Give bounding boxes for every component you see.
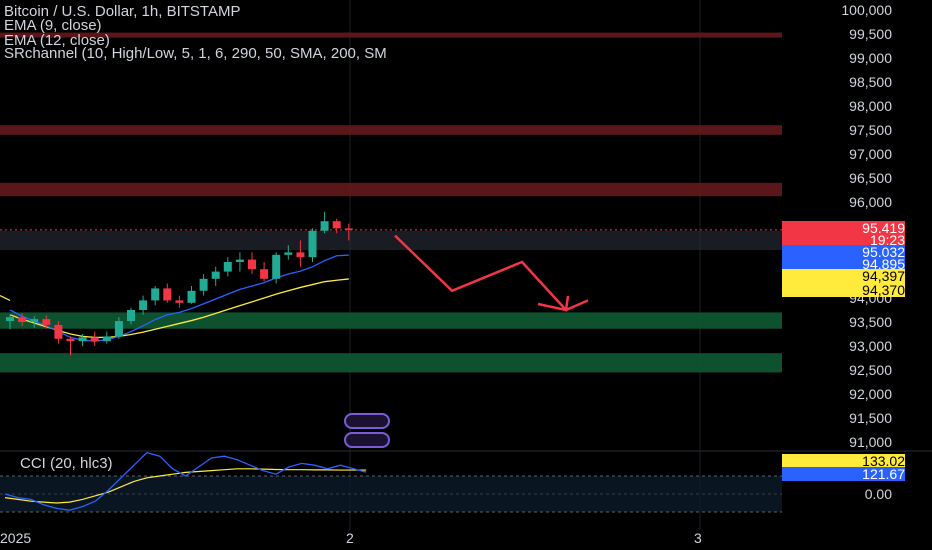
candle-body <box>296 252 305 258</box>
price-tick-label: 91,000 <box>849 434 892 450</box>
price-tick-label: 92,000 <box>849 386 892 402</box>
price-tag: 95,419 <box>782 221 905 235</box>
price-tick-label: 99,000 <box>849 50 892 66</box>
resistance-zone <box>0 182 782 197</box>
candle-body <box>54 324 63 339</box>
forecast-arrow <box>394 234 589 312</box>
cci-tag: 133.02 <box>782 454 905 468</box>
price-tag: 19:23 <box>782 233 905 247</box>
candle-body <box>90 337 99 342</box>
chart-title: Bitcoin / U.S. Dollar, 1h, BITSTAMP <box>4 3 241 20</box>
candle-body <box>42 319 51 325</box>
candle-body <box>187 290 196 303</box>
price-tick-label: 97,500 <box>849 122 892 138</box>
legend-srchannel[interactable]: SRchannel (10, High/Low, 5, 1, 6, 290, 5… <box>4 45 387 62</box>
candle-body <box>163 288 172 301</box>
support-zone <box>0 353 782 373</box>
price-tag: 95,032 <box>782 245 905 259</box>
forecast-arrowhead <box>537 295 570 312</box>
candle-body <box>175 300 184 303</box>
cci-tick-label: 0.00 <box>864 486 892 502</box>
candle-body <box>6 317 14 322</box>
candle-body <box>235 259 244 262</box>
candle-body <box>284 252 293 255</box>
price-tick-label: 99,500 <box>849 26 892 42</box>
support-zone <box>0 312 782 329</box>
candle-body <box>344 228 353 230</box>
legend-ema12[interactable]: EMA (12, close) <box>4 32 110 49</box>
price-tick-label: 97,000 <box>849 146 892 162</box>
ema-fast-line <box>9 254 349 342</box>
candle-body <box>199 278 208 291</box>
flash-badge-icon[interactable] <box>344 432 390 448</box>
replay-badge-icon[interactable] <box>344 413 390 429</box>
legend-ema9[interactable]: EMA (9, close) <box>4 17 102 34</box>
candle-body <box>114 321 123 337</box>
current-price-zone <box>0 230 782 250</box>
candle-body <box>332 221 341 229</box>
resistance-zone <box>0 32 782 38</box>
cci-ma-line <box>4 468 367 504</box>
price-tick-label: 96,500 <box>849 170 892 186</box>
ema-slow-leadin <box>0 295 11 301</box>
candle-body <box>66 338 75 342</box>
candle-body <box>151 288 160 301</box>
ema-slow-line <box>9 278 349 339</box>
candle-body <box>102 336 111 342</box>
candle-body <box>18 317 27 322</box>
candle-body <box>260 269 269 279</box>
price-tick-label: 93,000 <box>849 338 892 354</box>
candle-body <box>211 271 220 279</box>
price-tick-label: 98,000 <box>849 98 892 114</box>
legend-cci[interactable]: CCI (20, hlc3) <box>20 455 113 472</box>
time-tick-label: 3 <box>694 530 702 546</box>
price-tag: 94,397 <box>782 269 905 283</box>
price-tick-label: 93,500 <box>849 314 892 330</box>
candle-body <box>320 221 329 231</box>
candle-body <box>78 337 87 342</box>
candle-body <box>127 310 135 322</box>
candle-body <box>308 230 317 258</box>
price-tick-label: 100,000 <box>841 2 892 18</box>
candle-body <box>223 262 232 272</box>
time-tick-label: 2 <box>346 530 354 546</box>
cci-tag: 121.67 <box>782 467 905 481</box>
resistance-zone <box>0 125 782 135</box>
price-tag: 94,370 <box>782 283 905 297</box>
cci-line <box>4 451 367 511</box>
candle-body <box>248 259 256 270</box>
price-tick-label: 92,500 <box>849 362 892 378</box>
price-tick-label: 98,500 <box>849 74 892 90</box>
time-tick-label: 2025 <box>0 530 32 546</box>
price-tick-label: 96,000 <box>849 194 892 210</box>
candle-body <box>272 254 281 279</box>
price-tag: 94,895 <box>782 257 905 271</box>
price-tick-label: 91,500 <box>849 410 892 426</box>
candle-body <box>30 319 39 322</box>
candle-body <box>139 300 148 310</box>
